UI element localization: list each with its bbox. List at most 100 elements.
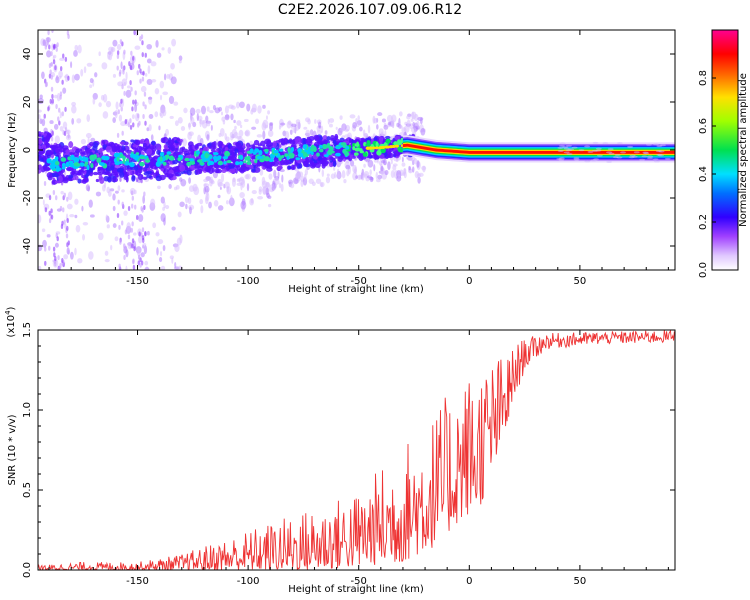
spectrogram-noise-mark: [236, 135, 242, 140]
spectrogram-noise-mark: [41, 228, 46, 233]
spectrogram-band-mark: [234, 148, 239, 153]
spectrogram-noise-mark: [269, 122, 273, 131]
spectrogram-noise-mark: [236, 182, 243, 186]
spectrogram-peak-mark: [369, 149, 375, 153]
spectrogram-noise-mark: [224, 105, 229, 114]
spectrogram-noise-mark: [51, 43, 54, 52]
spectrogram-band-mark: [45, 167, 51, 171]
spectrogram-peak-mark: [238, 161, 244, 166]
spectrogram-noise-mark: [289, 182, 295, 189]
spectrogram-noise-mark: [74, 214, 78, 219]
spectrogram-streak-mark: [46, 37, 50, 43]
spectrogram-band-mark: [66, 148, 70, 155]
spectrogram-peak-mark: [113, 152, 120, 158]
spectrogram-noise-mark: [251, 190, 257, 195]
spectrogram-noise-mark: [557, 146, 564, 149]
spectrogram-band-mark: [58, 147, 66, 153]
spectrogram-noise-mark: [70, 61, 73, 69]
spectrogram-band-mark: [169, 144, 175, 151]
spectrogram-noise-mark: [256, 134, 263, 138]
spectrogram-streak-mark: [58, 107, 61, 113]
spectrogram-band-mark: [71, 176, 77, 181]
spectrogram-noise-mark: [209, 110, 214, 114]
spectrogram-peak-mark: [319, 144, 323, 149]
spectrogram-noise-mark: [606, 160, 613, 163]
spectrogram-peak-mark: [68, 160, 74, 164]
spectrogram-noise-mark: [616, 142, 623, 145]
spectrogram-noise-mark: [154, 111, 159, 118]
spectrogram-noise-mark: [162, 245, 166, 252]
spectrogram-noise-mark: [239, 101, 245, 109]
spectrogram-streak-mark: [131, 238, 135, 244]
spectrogram-noise-mark: [64, 223, 67, 229]
spectrogram-noise-mark: [154, 88, 160, 95]
spectrogram-xtick-label: -50: [351, 276, 367, 287]
spectrogram-band-mark: [95, 178, 100, 183]
spectrogram-noise-mark: [292, 126, 297, 133]
spectrogram-noise-mark: [249, 140, 253, 146]
spectrogram-band-mark: [146, 174, 153, 179]
spectrogram-band-mark: [339, 151, 344, 157]
snr-ytick-label: 1.0: [22, 402, 33, 418]
spectrogram-noise-mark: [280, 122, 286, 126]
spectrogram-noise-mark: [162, 91, 169, 96]
spectrogram-peak-mark: [253, 151, 257, 155]
spectrogram-streak-mark: [118, 263, 121, 269]
spectrogram-noise-mark: [117, 185, 121, 192]
spectrogram-band-mark: [40, 131, 45, 136]
spectrogram-noise-mark: [300, 179, 304, 187]
spectrogram-peak-mark: [345, 145, 350, 150]
spectrogram-noise-mark: [563, 151, 570, 154]
spectrogram-peak-mark: [239, 154, 244, 161]
spectrogram-streak-mark: [141, 52, 144, 58]
spectrogram-noise-mark: [146, 43, 153, 50]
spectrogram-noise-mark: [380, 165, 384, 172]
spectrogram-noise-mark: [232, 177, 236, 183]
spectrogram-noise-mark: [273, 169, 277, 179]
spectrogram-band-mark: [75, 148, 83, 152]
spectrogram-noise-mark: [151, 78, 157, 83]
spectrogram-streak-mark: [119, 239, 122, 245]
spectrogram-band-mark: [385, 135, 391, 139]
spectrogram-noise-mark: [383, 158, 387, 166]
spectrogram-streak-mark: [139, 262, 142, 268]
spectrogram-noise-mark: [82, 234, 86, 241]
spectrogram-peak-mark: [85, 158, 89, 163]
spectrogram-streak-mark: [127, 122, 131, 128]
spectrogram-streak-mark: [57, 116, 60, 122]
spectrogram-noise-mark: [88, 271, 94, 277]
spectrogram-noise-mark: [657, 154, 664, 157]
spectrogram-band-mark: [230, 154, 234, 160]
snr-ytick-label: 1.5: [22, 322, 33, 338]
spectrogram-noise-mark: [422, 165, 426, 173]
spectrogram-peak-mark: [206, 157, 210, 161]
spectrogram-peak-mark: [177, 157, 182, 162]
spectrogram-peak-mark: [358, 148, 363, 152]
colorbar: 0.0 0.2 0.4 0.6 0.8 Normalized spectral ampl…: [698, 29, 749, 278]
spectrogram-noise-mark: [327, 118, 330, 125]
spectrogram-noise-mark: [417, 116, 424, 122]
spectrogram-noise-mark: [298, 171, 304, 178]
spectrogram-band-mark: [108, 141, 115, 146]
spectrogram-noise-mark: [406, 115, 411, 120]
spectrogram-band-mark: [105, 145, 112, 153]
spectrogram-noise-mark: [157, 185, 161, 190]
spectrogram-noise-mark: [187, 131, 192, 140]
spectrogram-noise-mark: [321, 169, 325, 178]
spectrogram-streak-mark: [121, 130, 124, 136]
spectrogram-streak-mark: [64, 127, 68, 133]
spectrogram-noise-mark: [54, 135, 60, 144]
spectrogram-noise-mark: [414, 170, 420, 179]
spectrogram-noise-mark: [375, 171, 379, 180]
spectrogram-streak-mark: [132, 122, 135, 128]
spectrogram-noise-mark: [162, 109, 167, 117]
spectrogram-noise-mark: [80, 138, 86, 145]
spectrogram-noise-mark: [289, 129, 293, 135]
spectrogram-noise-mark: [346, 169, 350, 177]
spectrogram-band-mark: [388, 148, 392, 155]
spectrogram-streak-mark: [116, 50, 120, 56]
colorbar-ticks: 0.0 0.2 0.4 0.6 0.8: [698, 70, 716, 278]
spectrogram-streak-mark: [48, 44, 51, 50]
spectrogram-band-mark: [228, 168, 236, 174]
spectrogram-noise-mark: [633, 151, 640, 154]
